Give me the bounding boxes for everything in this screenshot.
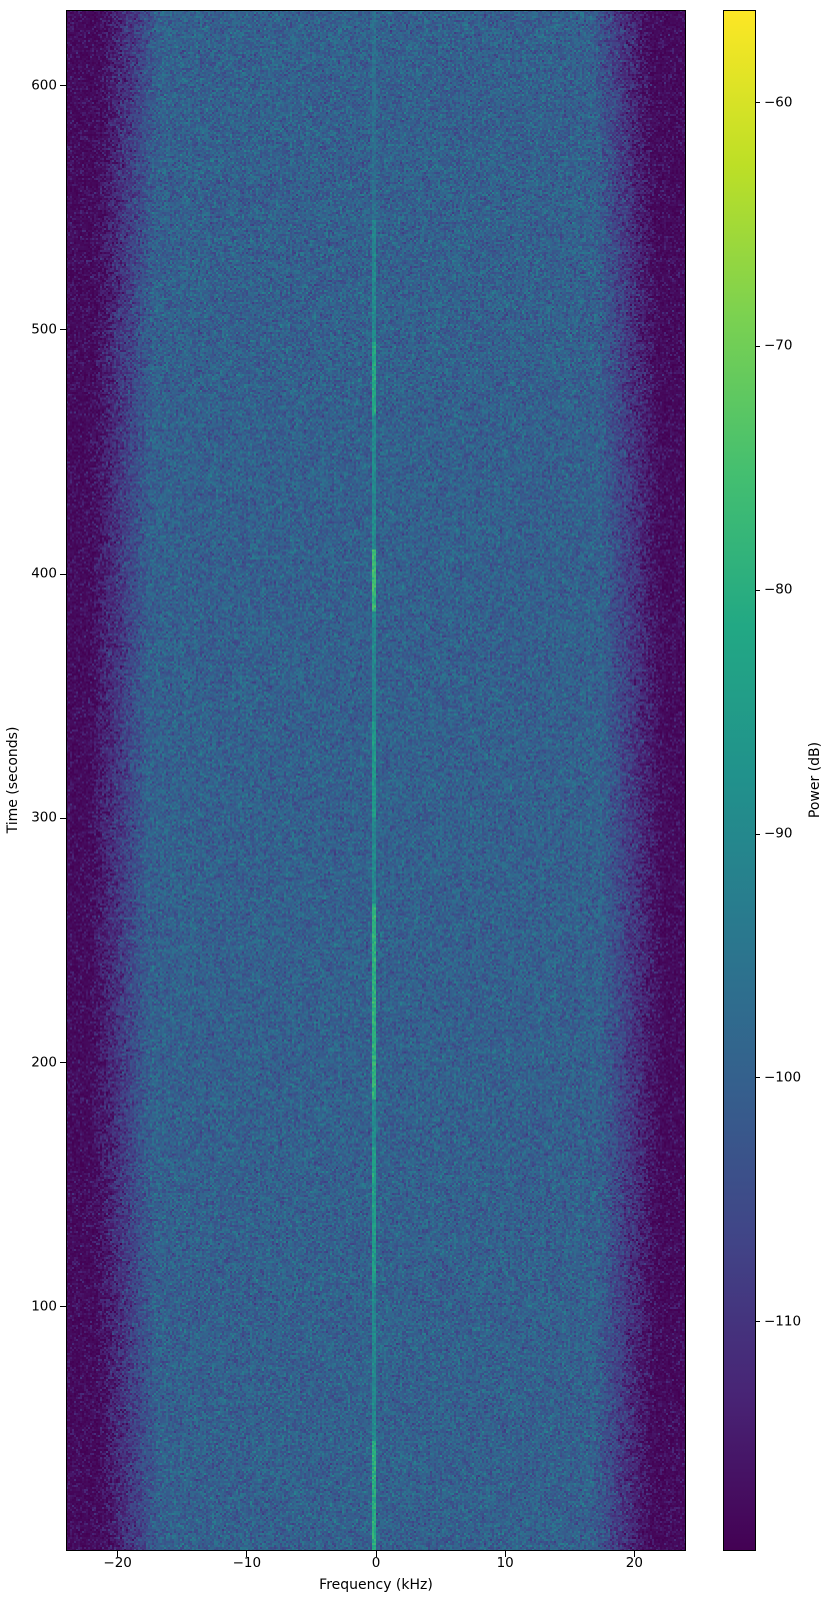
y-axis-label: Time (seconds): [6, 727, 20, 834]
y-tick-label: 600: [0, 79, 57, 93]
y-tick-mark: [60, 329, 66, 330]
x-tick-label: −10: [233, 1557, 262, 1571]
x-tick-label: 10: [497, 1557, 514, 1571]
y-tick-mark: [60, 1062, 66, 1063]
colorbar-tick-mark: [756, 834, 760, 835]
y-tick-mark: [60, 574, 66, 575]
colorbar: [723, 10, 756, 1551]
spectrogram-heatmap: [66, 10, 686, 1551]
colorbar-tick-mark: [756, 1077, 760, 1078]
colorbar-tick-label: −80: [764, 584, 793, 598]
colorbar-tick-label: −100: [764, 1071, 801, 1085]
colorbar-label: Power (dB): [808, 742, 822, 818]
y-tick-label: 200: [0, 1056, 57, 1070]
y-tick-label: 100: [0, 1300, 57, 1314]
y-tick-mark: [60, 85, 66, 86]
colorbar-tick-mark: [756, 346, 760, 347]
colorbar-tick-label: −70: [764, 340, 793, 354]
colorbar-tick-mark: [756, 590, 760, 591]
spectrogram-figure: −20 −10 0 10 20 100 200 300 400 500 600 −60 −70 −80 −9…: [0, 0, 832, 1603]
x-tick-label: 20: [626, 1557, 643, 1571]
colorbar-tick-label: −90: [764, 827, 793, 841]
y-tick-mark: [60, 1306, 66, 1307]
y-tick-mark: [60, 818, 66, 819]
y-tick-label: 400: [0, 567, 57, 581]
colorbar-tick-label: −60: [764, 96, 793, 110]
y-tick-label: 500: [0, 323, 57, 337]
colorbar-tick-mark: [756, 1321, 760, 1322]
x-axis-label: Frequency (kHz): [319, 1578, 433, 1592]
colorbar-tick-label: −110: [764, 1315, 801, 1329]
x-tick-label: −20: [103, 1557, 132, 1571]
colorbar-tick-mark: [756, 102, 760, 103]
x-tick-label: 0: [372, 1557, 381, 1571]
